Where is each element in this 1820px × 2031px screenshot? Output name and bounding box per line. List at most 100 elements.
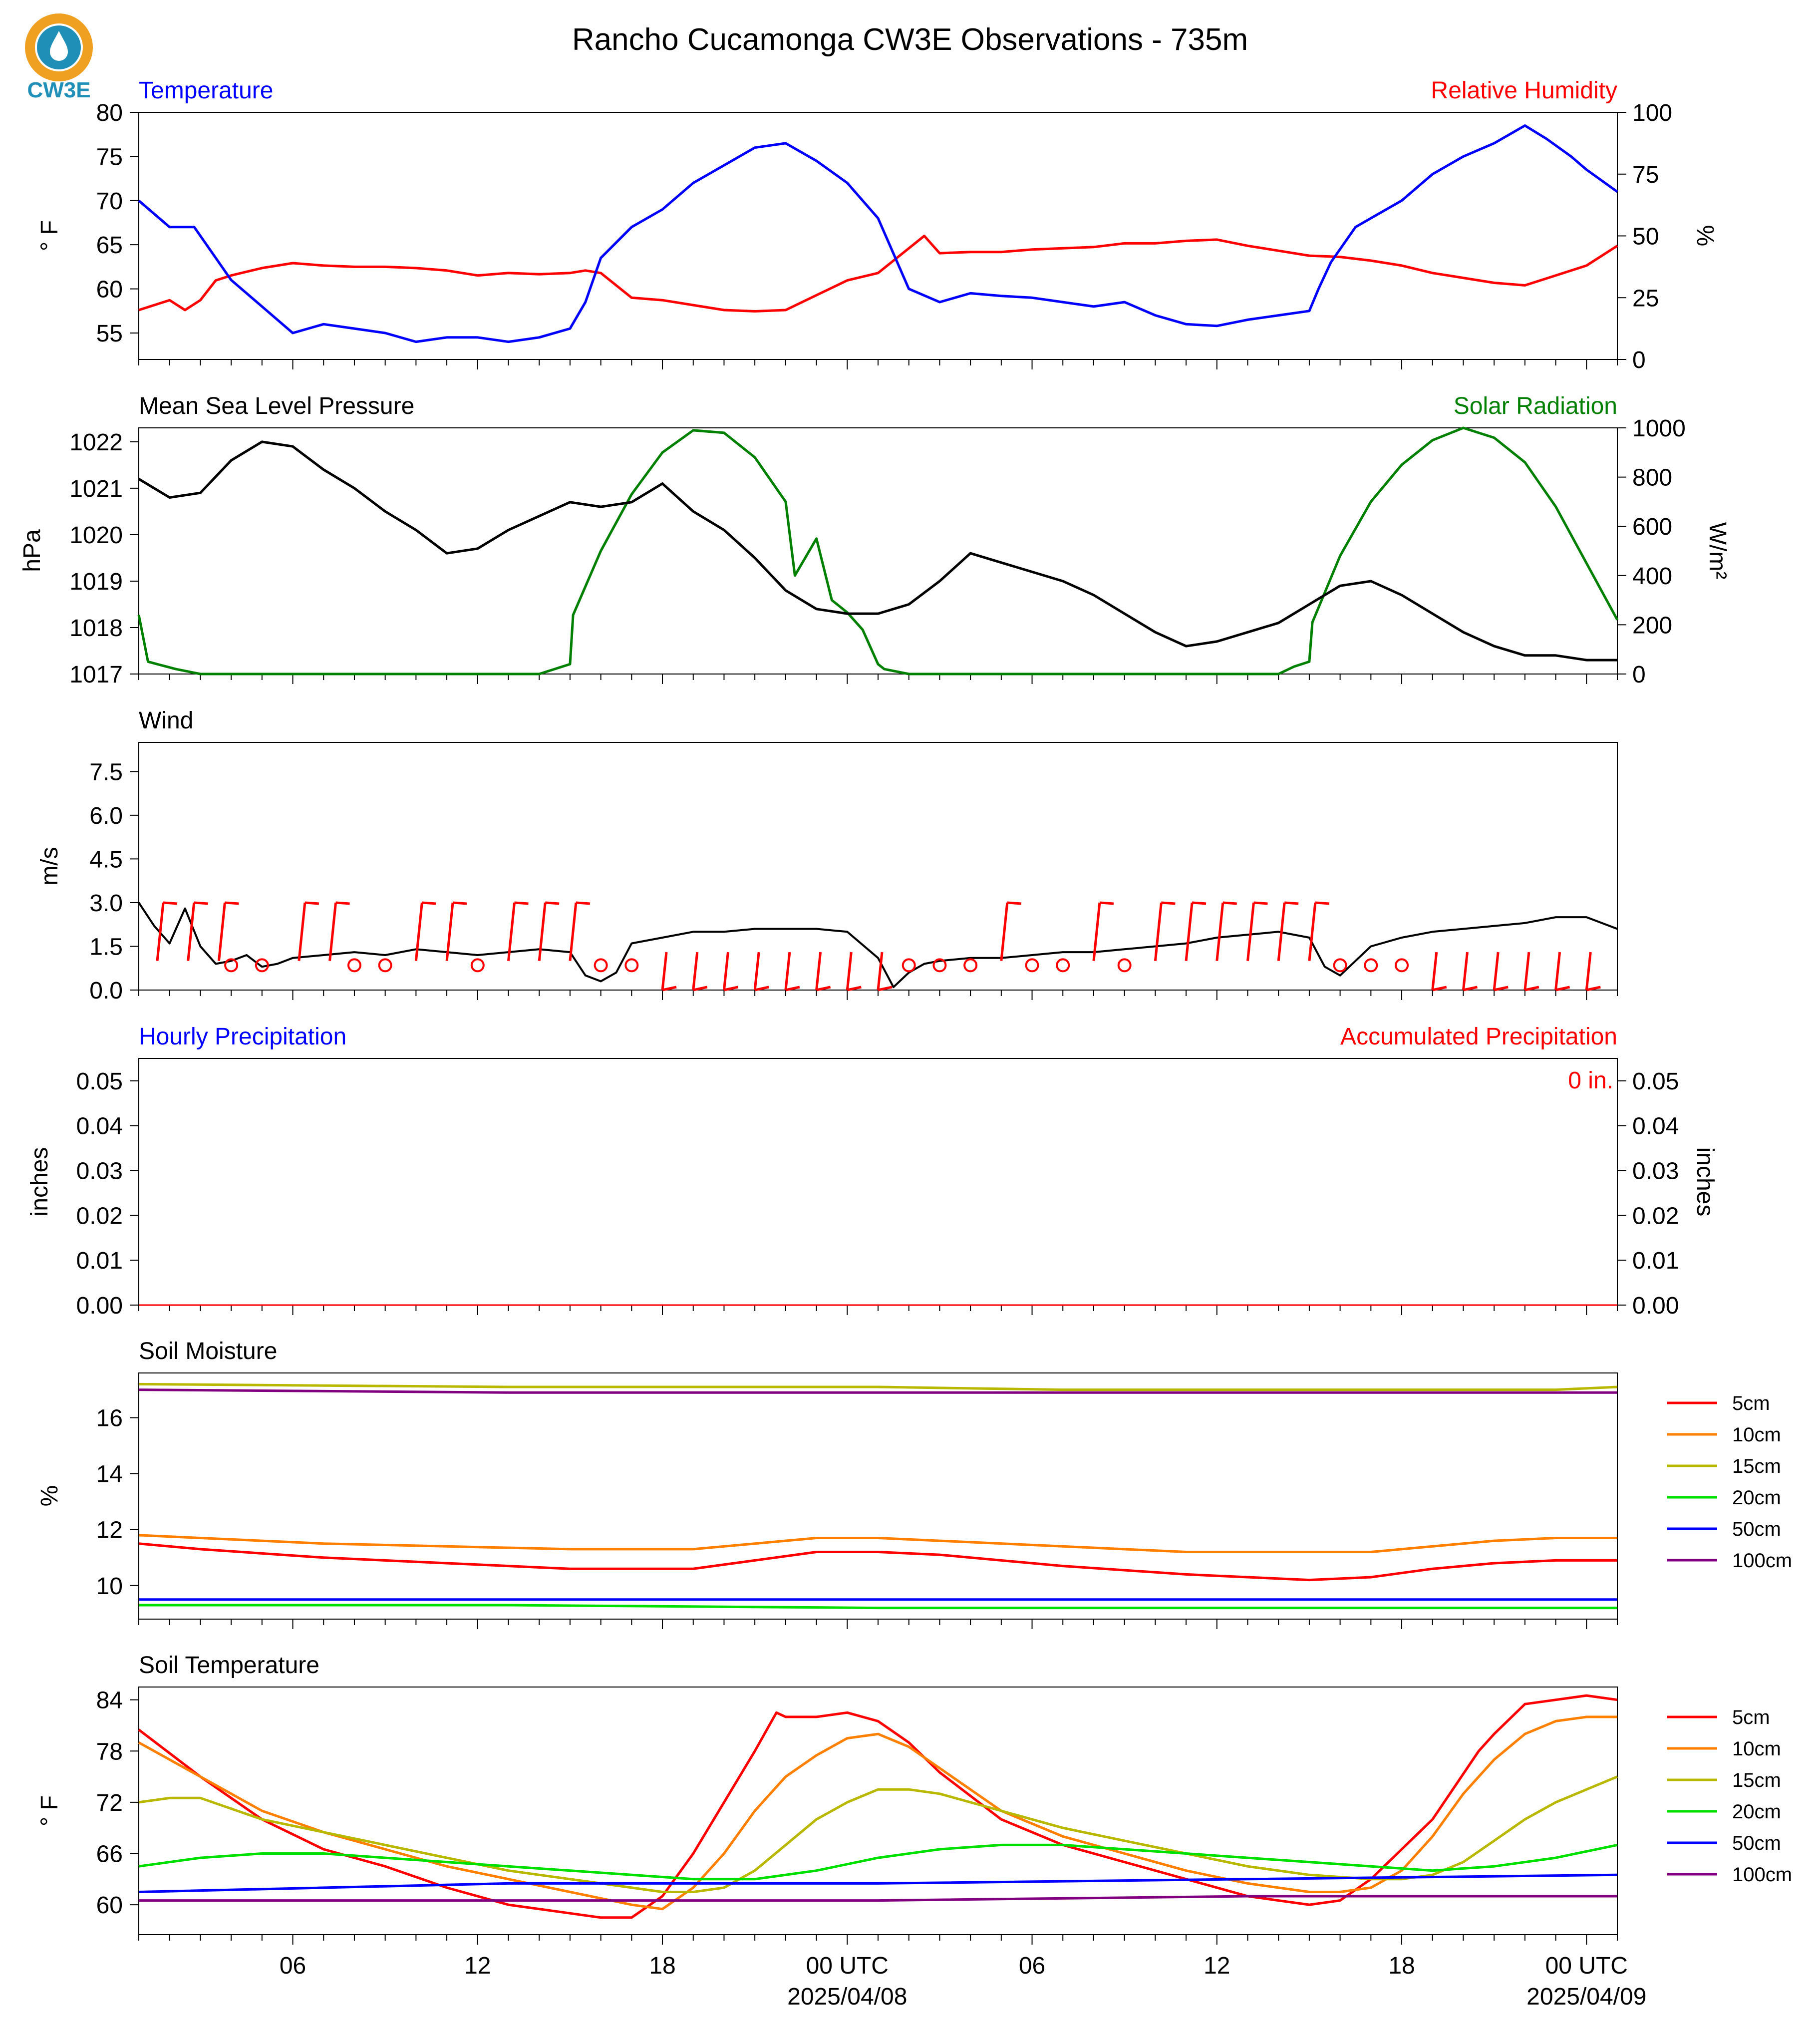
wind-barb	[784, 952, 791, 991]
precip-unit-left: inches	[26, 1147, 53, 1217]
y-tick-label-right: 0.00	[1632, 1293, 1679, 1319]
wind-barb-flag	[1253, 901, 1268, 905]
legend-label: 5cm	[1732, 1706, 1770, 1728]
wind-barb	[328, 902, 337, 961]
wind-barb-calm	[224, 958, 239, 973]
legend-label: 50cm	[1732, 1832, 1781, 1854]
legend-label: 50cm	[1732, 1518, 1781, 1540]
x-tick-label: 18	[1388, 1953, 1415, 1979]
wind-barb	[217, 902, 226, 961]
wind-barb	[445, 902, 454, 961]
wind-barb-flag	[1432, 986, 1447, 992]
precip-panel: 0.00 0.01 0.02 0.03 0.04 0.05 0.00 0.01 0.02 0.03…	[26, 1023, 1718, 1319]
wind-barb-flag	[1524, 986, 1539, 992]
series-line-mean-sea-level-pressure	[138, 440, 1617, 662]
series-line-10cm	[138, 1715, 1617, 1911]
wind-barb-calm	[1025, 958, 1039, 973]
wind-barb	[414, 902, 423, 961]
wind-barb	[1246, 902, 1255, 961]
x-tick-label: 00 UTC	[806, 1953, 889, 1979]
y-tick-label-right: 0.03	[1632, 1158, 1679, 1185]
wind-barb	[1277, 902, 1286, 961]
y-tick-label: 70	[96, 188, 123, 215]
wind-barb	[298, 902, 306, 961]
plot-frame	[138, 112, 1618, 360]
y-tick-label: 1019	[69, 569, 123, 595]
temperature-panel: 55 60 65 70 75 80 0 25 50 75 100 Temperature Relativ…	[36, 77, 1718, 373]
wind-barb-flag	[452, 901, 467, 905]
x-tick-label: 12	[1204, 1953, 1230, 1979]
wind-barb	[1154, 902, 1163, 961]
wind-barb	[1462, 952, 1469, 991]
y-tick-label-right: 400	[1632, 563, 1672, 590]
y-tick-label: 4.5	[89, 846, 123, 873]
x-date-label: 2025/04/08	[787, 1984, 907, 2010]
wind-barb	[1215, 902, 1224, 961]
wind-barb	[569, 902, 578, 961]
y-tick-label: 0.05	[76, 1068, 123, 1095]
y-tick-label: 65	[96, 232, 123, 259]
plot-frame	[138, 1687, 1618, 1935]
wind-panel: 0.0 1.5 3.0 4.5 6.0 7.5 Wind m/s	[36, 707, 1618, 1004]
wind-barb-flag	[225, 901, 239, 905]
accumulated-total-label: 0 in.	[1568, 1067, 1613, 1094]
y-tick-label: 0.02	[76, 1203, 123, 1229]
legend-label: 20cm	[1732, 1487, 1781, 1509]
legend-label: 10cm	[1732, 1424, 1781, 1446]
wind-barb	[156, 902, 165, 961]
wind-barb-flag	[1099, 901, 1114, 905]
y-tick-label-right: 0.01	[1632, 1248, 1679, 1274]
wind-barb-calm	[963, 958, 978, 973]
soil-moisture-unit: %	[36, 1485, 63, 1507]
y-tick-label-right: 100	[1632, 100, 1672, 126]
humidity-title: Relative Humidity	[1431, 77, 1617, 104]
y-tick-label-right: 600	[1632, 514, 1672, 540]
y-tick-label: 0.0	[89, 978, 123, 1004]
legend-label: 5cm	[1732, 1392, 1770, 1414]
wind-barb	[507, 902, 516, 961]
wind-barb	[1585, 952, 1592, 991]
y-tick-label-right: 0.02	[1632, 1203, 1679, 1229]
soil-temperature-unit: ° F	[36, 1795, 63, 1826]
wind-barb-flag	[1315, 901, 1330, 905]
legend-label: 15cm	[1732, 1455, 1781, 1477]
y-tick-label-right: 50	[1632, 224, 1659, 250]
legend-label: 100cm	[1732, 1550, 1792, 1572]
accumulated-precip-title: Accumulated Precipitation	[1340, 1023, 1617, 1050]
wind-unit: m/s	[36, 847, 63, 885]
wind-barb-flag	[847, 986, 862, 992]
series-line-15cm	[138, 1382, 1618, 1391]
x-tick-label: 00 UTC	[1545, 1953, 1628, 1979]
temperature-unit: ° F	[36, 220, 63, 251]
y-tick-label: 1017	[69, 662, 123, 688]
wind-barb-flag	[723, 986, 738, 992]
series-line-5cm	[138, 1542, 1617, 1582]
y-tick-label: 78	[96, 1738, 123, 1765]
soil-moisture-panel: 10 12 14 16 Soil Moisture% 5cm 10cm 15cm 20cm 50c…	[36, 1338, 1792, 1629]
x-tick-label: 12	[464, 1953, 491, 1979]
y-tick-label: 12	[96, 1517, 123, 1544]
y-tick-label: 3.0	[89, 890, 123, 917]
y-tick-label-right: 800	[1632, 465, 1672, 491]
pressure-panel: 1017 1018 1019 1020 1021 1022 0 200 400 600 800 100…	[19, 393, 1731, 688]
plot-frame	[138, 1372, 1618, 1620]
wind-barb-flag	[1222, 901, 1237, 905]
wind-barb-flag	[194, 901, 208, 905]
y-tick-label: 6.0	[89, 803, 123, 829]
y-tick-label: 60	[96, 277, 123, 303]
y-tick-label: 1020	[69, 522, 123, 549]
series-line-solar-radiation	[137, 426, 1619, 676]
y-tick-label: 80	[96, 100, 123, 126]
legend-label: 100cm	[1732, 1864, 1792, 1886]
wind-barb-calm	[902, 958, 916, 973]
wind-barb-calm	[594, 958, 608, 973]
wind-barb-flag	[1161, 901, 1176, 905]
wind-barb-flag	[514, 901, 529, 905]
cw3e-logo-icon: CW3E	[25, 13, 93, 102]
wind-barb	[1554, 952, 1561, 991]
y-tick-label: 1.5	[89, 934, 123, 960]
wind-barb-calm	[1395, 958, 1409, 973]
y-tick-label-right: 25	[1632, 285, 1659, 312]
